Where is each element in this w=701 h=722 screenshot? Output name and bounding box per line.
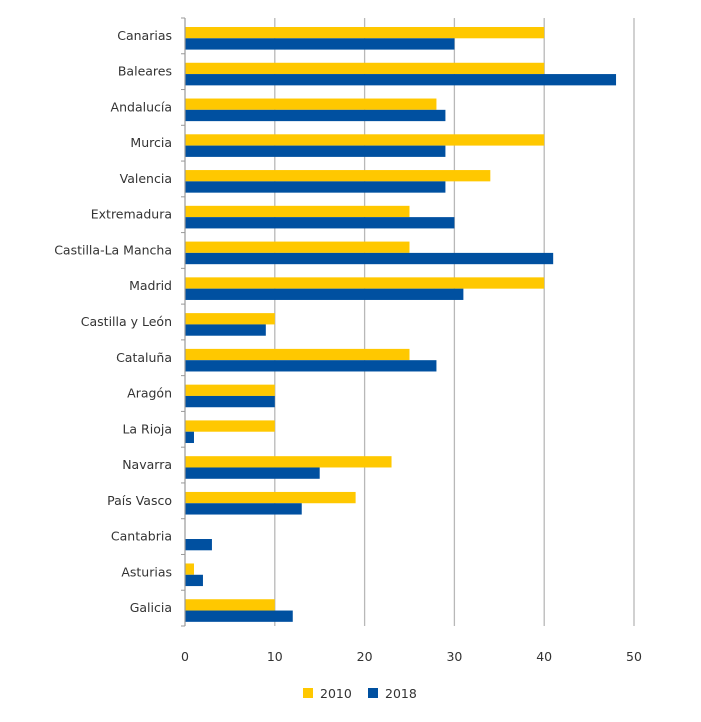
x-tick-label: 20 [357, 649, 373, 664]
bar-2018 [185, 38, 455, 50]
x-tick-label: 30 [446, 649, 462, 664]
category-label: País Vasco [107, 493, 172, 508]
x-tick-label: 50 [626, 649, 642, 664]
legend-label: 2018 [385, 686, 417, 701]
bar-2010 [185, 241, 410, 253]
category-label: Valencia [120, 171, 172, 186]
category-label: Castilla-La Mancha [54, 242, 172, 257]
bar-2010 [185, 134, 545, 146]
bar-2010 [185, 384, 275, 396]
bar-2018 [185, 217, 455, 229]
bar-2010 [185, 205, 410, 218]
bar-2010 [185, 313, 275, 325]
bar-2010 [185, 277, 545, 289]
category-label: Baleares [118, 64, 172, 79]
bar-2010 [185, 420, 275, 432]
x-tick-label: 40 [536, 649, 552, 664]
legend-label: 2010 [320, 686, 352, 701]
bar-2010 [185, 563, 194, 575]
bar-2010 [185, 456, 392, 468]
bar-2010 [185, 170, 491, 182]
category-label: Asturias [121, 564, 172, 579]
category-label: Castilla y León [81, 314, 172, 329]
category-label: Cantabria [111, 529, 172, 544]
bar-2018 [185, 181, 446, 193]
bar-2018 [185, 431, 194, 444]
bar-2018 [185, 574, 203, 587]
legend-swatch-2010 [303, 688, 313, 698]
bar-2018 [185, 360, 437, 372]
category-label: Extremadura [91, 207, 172, 222]
bar-2018 [185, 539, 212, 551]
category-label: Madrid [129, 278, 172, 293]
bar-2018 [185, 467, 320, 479]
category-label: Aragón [127, 386, 172, 401]
bar-2010 [185, 491, 356, 504]
bar-2018 [185, 145, 446, 157]
bar-2010 [185, 27, 545, 39]
category-label: La Rioja [122, 421, 172, 436]
bar-2018 [185, 109, 446, 122]
category-label: Andalucía [111, 99, 172, 114]
x-tick-label: 0 [181, 649, 189, 664]
bar-2018 [185, 252, 554, 265]
bar-2010 [185, 599, 275, 611]
category-label: Navarra [122, 457, 172, 472]
bar-2010 [185, 98, 437, 110]
category-label: Cataluña [116, 350, 172, 365]
bar-2018 [185, 288, 464, 300]
bar-2018 [185, 503, 302, 515]
category-label: Canarias [117, 28, 172, 43]
bar-2018 [185, 74, 617, 86]
category-label: Murcia [130, 135, 172, 150]
category-label: Galicia [130, 600, 172, 615]
bar-2010 [185, 348, 410, 361]
bar-2018 [185, 324, 266, 336]
legend-swatch-2018 [368, 688, 378, 698]
bar-2018 [185, 395, 275, 408]
x-tick-label: 10 [267, 649, 283, 664]
bar-2018 [185, 610, 293, 622]
bar-2010 [185, 62, 545, 75]
